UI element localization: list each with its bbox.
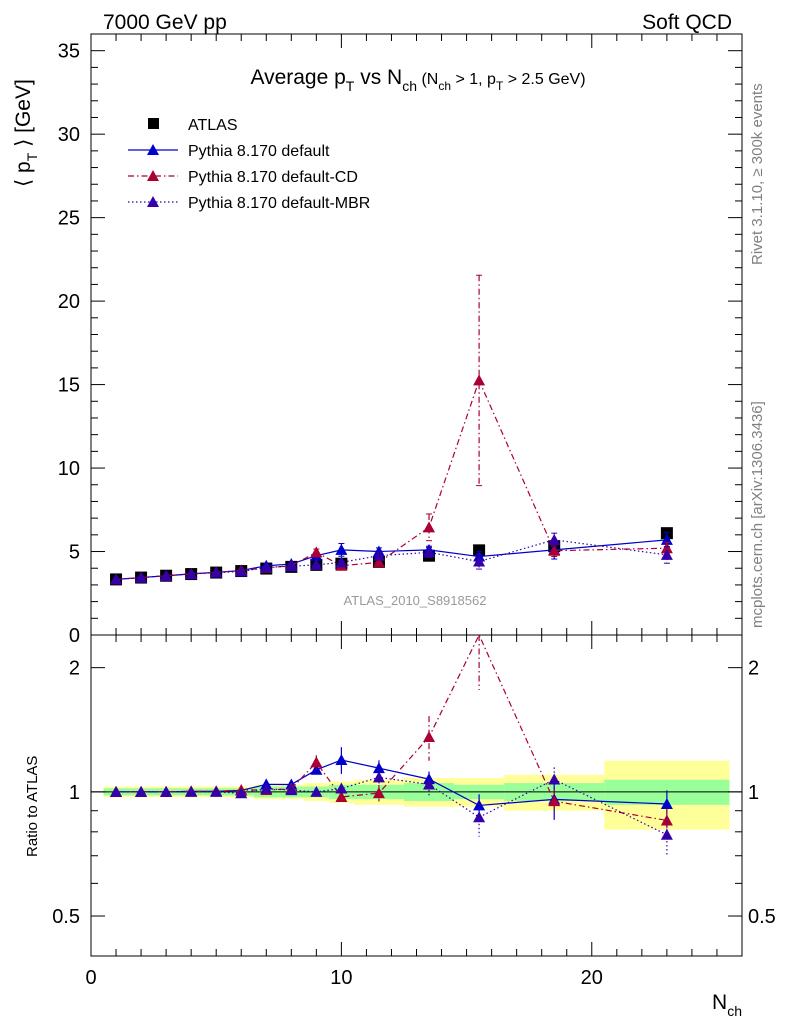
y-tick-label: 35: [58, 41, 80, 63]
ratio-marker: [160, 785, 173, 797]
ratio-marker: [310, 756, 323, 768]
series-line-2: [115, 378, 667, 581]
legend-label-mbr: Pythia 8.170 default-MBR: [188, 195, 370, 212]
y-tick-label: 20: [58, 291, 80, 313]
ratio-marker: [135, 785, 148, 797]
y-axis-label: ⟨ pT ⟩ [GeV]: [12, 79, 40, 187]
series-marker: [160, 569, 173, 581]
ratio-y-tick-label-right: 0.5: [748, 906, 776, 928]
y-tick-label: 10: [58, 458, 80, 480]
legend-label-cd: Pythia 8.170 default-CD: [188, 169, 358, 186]
ratio-marker: [423, 731, 436, 743]
series-marker: [372, 549, 385, 561]
ratio-marker: [372, 771, 385, 783]
ratio-y-tick-label-left: 2: [69, 658, 80, 680]
ratio-y-tick-label-left: 0.5: [52, 906, 80, 928]
series-marker: [335, 556, 348, 568]
chart-title: Average pT vs Nch (Nch > 1, pT > 2.5 GeV…: [250, 66, 585, 94]
y-tick-label: 5: [69, 542, 80, 564]
series-marker: [372, 556, 385, 568]
legend-marker-mbr: [147, 196, 159, 207]
ratio-marker: [260, 782, 273, 794]
legend-marker-cd: [147, 170, 159, 181]
series-marker: [335, 543, 348, 555]
series-marker: [660, 548, 673, 560]
ratio-marker: [660, 828, 673, 840]
series-marker: [310, 558, 323, 570]
header-right: Soft QCD: [642, 11, 732, 34]
y-tick-label: 30: [58, 124, 80, 146]
ratio-marker: [372, 762, 385, 774]
series-marker: [423, 521, 436, 533]
series-marker: [285, 560, 298, 572]
y-tick-label: 25: [58, 208, 80, 230]
ratio-marker: [335, 782, 348, 794]
x-tick-label: 20: [581, 967, 603, 989]
ratio-marker: [548, 773, 561, 785]
ratio-marker: [210, 785, 223, 797]
analysis-watermark: ATLAS_2010_S8918562: [344, 593, 487, 608]
x-tick-label: 0: [85, 967, 96, 989]
legend: ATLAS Pythia 8.170 default Pythia 8.170 …: [128, 117, 370, 212]
header-left: 7000 GeV pp: [103, 11, 227, 34]
y-tick-label: 15: [58, 375, 80, 397]
ratio-marker: [285, 784, 298, 796]
ratio-marker: [335, 754, 348, 766]
series-marker: [548, 544, 561, 556]
ratio-line-2: [116, 633, 667, 822]
main-series: [110, 274, 673, 586]
axes-ticks: 0 10 20 0 5 10 15 20 25 30 35 0.5 0.5 1 1 2 2: [52, 33, 776, 989]
series-marker: [210, 566, 223, 578]
side-text-rivet: Rivet 3.1.10, ≥ 300k events: [749, 83, 766, 265]
series-marker: [548, 533, 561, 545]
y-tick-label: 0: [69, 625, 80, 647]
legend-marker-atlas: [148, 118, 159, 129]
legend-marker-default: [147, 144, 159, 155]
ratio-marker: [235, 787, 248, 799]
series-marker: [423, 546, 436, 558]
series-marker: [135, 571, 148, 583]
ratio-marker: [185, 785, 198, 797]
x-axis-label: Nch: [712, 991, 742, 1019]
ratio-marker: [335, 790, 348, 802]
ratio-marker: [660, 814, 673, 826]
series-marker: [473, 374, 486, 386]
ratio-y-axis-label: Ratio to ATLAS: [24, 756, 41, 857]
ratio-marker: [660, 797, 673, 809]
atlas-data-point: [473, 544, 486, 557]
ratio-marker: [423, 778, 436, 790]
ratio-marker: [548, 795, 561, 807]
series-marker: [235, 565, 248, 577]
legend-label-atlas: ATLAS: [188, 117, 238, 134]
ratio-series: [110, 633, 673, 855]
ratio-y-tick-label-left: 1: [69, 782, 80, 804]
series-line-3: [115, 539, 667, 581]
legend-label-default: Pythia 8.170 default: [188, 143, 330, 160]
series-marker: [310, 546, 323, 558]
side-text-mcplots: mcplots.cern.ch [arXiv:1306.3436]: [749, 401, 766, 628]
x-tick-label: 10: [330, 967, 352, 989]
ratio-y-tick-label-right: 2: [748, 658, 759, 680]
ratio-marker: [473, 811, 486, 823]
ratio-y-tick-label-right: 1: [748, 782, 759, 804]
ratio-marker: [372, 787, 385, 799]
series-marker: [260, 561, 273, 573]
ratio-marker: [110, 785, 123, 797]
series-marker: [185, 568, 198, 580]
ratio-marker: [310, 785, 323, 797]
series-marker: [110, 573, 123, 585]
series-marker: [473, 555, 486, 567]
